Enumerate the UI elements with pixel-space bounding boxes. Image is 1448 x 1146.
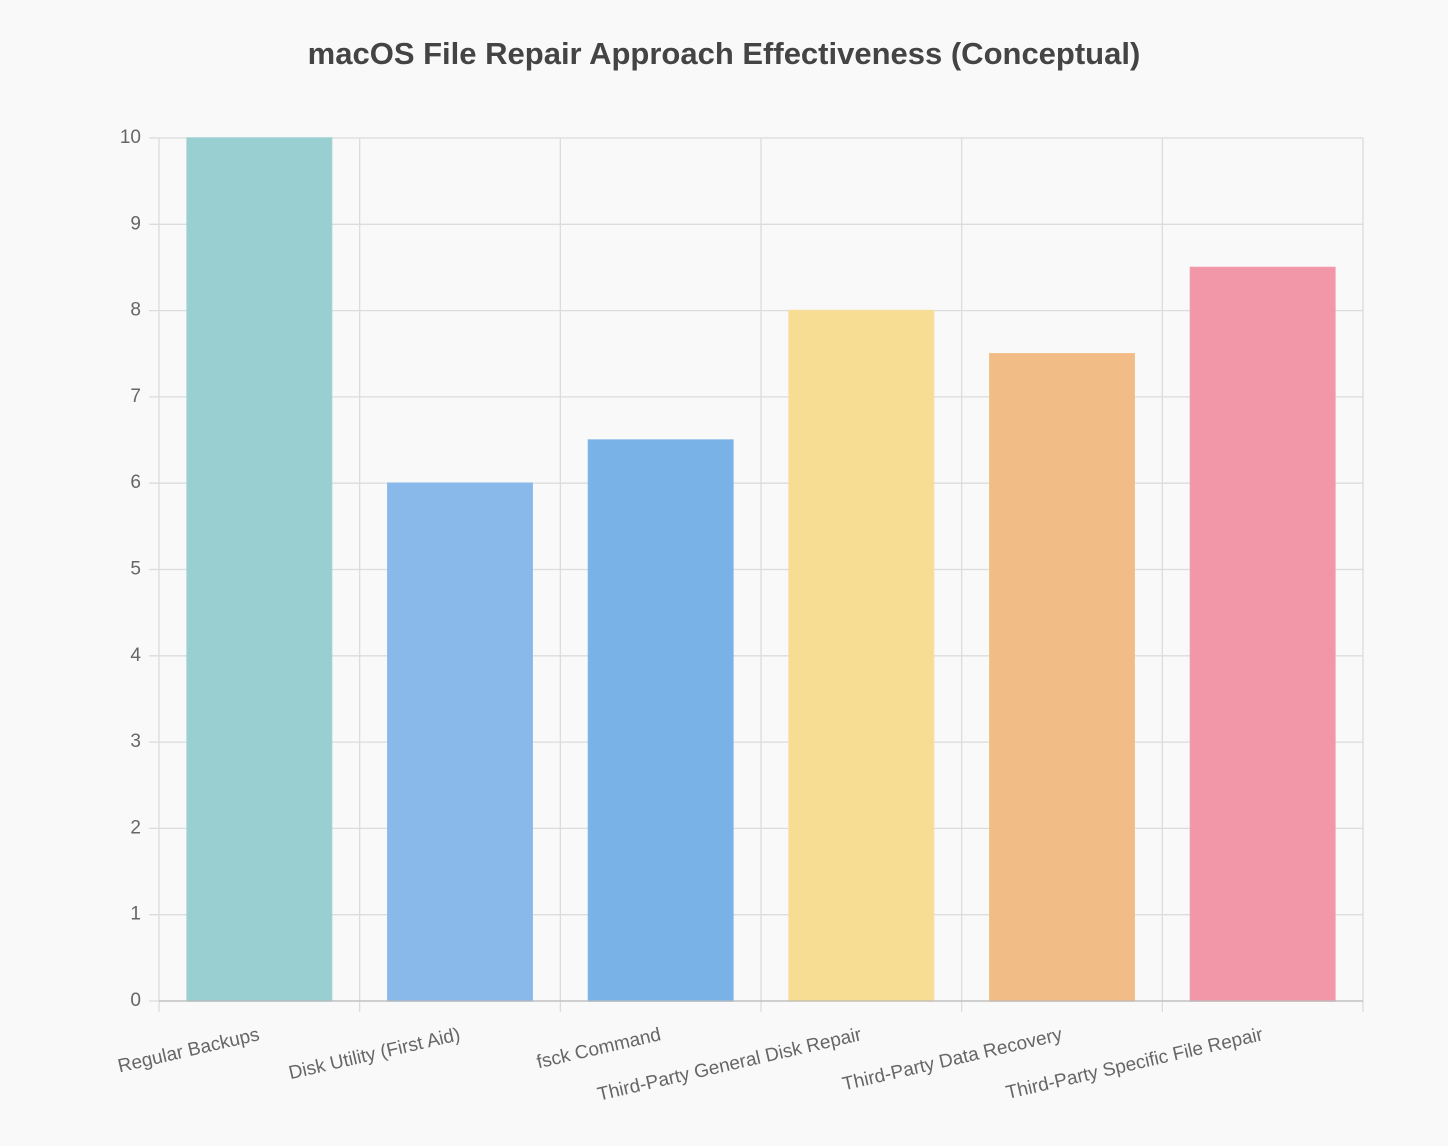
bar xyxy=(387,482,533,1002)
x-tick-label: Regular Backups xyxy=(116,1024,262,1077)
bar xyxy=(1189,266,1336,1002)
y-tick-label: 0 xyxy=(130,990,141,1011)
y-tick-label: 6 xyxy=(130,472,141,493)
bar xyxy=(788,309,935,1002)
x-tick-label: fsck Command xyxy=(535,1024,663,1073)
x-tick-label: Disk Utility (First Aid) xyxy=(287,1024,462,1084)
y-tick-label: 3 xyxy=(130,731,141,752)
y-tick-label: 7 xyxy=(130,386,141,407)
bar xyxy=(989,353,1135,1002)
y-tick-label: 8 xyxy=(130,300,141,321)
y-tick-label: 2 xyxy=(130,817,141,838)
y-tick-label: 1 xyxy=(130,904,141,925)
bar xyxy=(587,439,734,1002)
y-tick-label: 9 xyxy=(130,213,141,234)
y-tick-label: 5 xyxy=(130,559,141,580)
chart-title: macOS File Repair Approach Effectiveness… xyxy=(308,36,1141,71)
y-tick-label: 10 xyxy=(120,127,141,148)
bar xyxy=(186,137,333,1002)
y-tick-label: 4 xyxy=(130,645,141,666)
